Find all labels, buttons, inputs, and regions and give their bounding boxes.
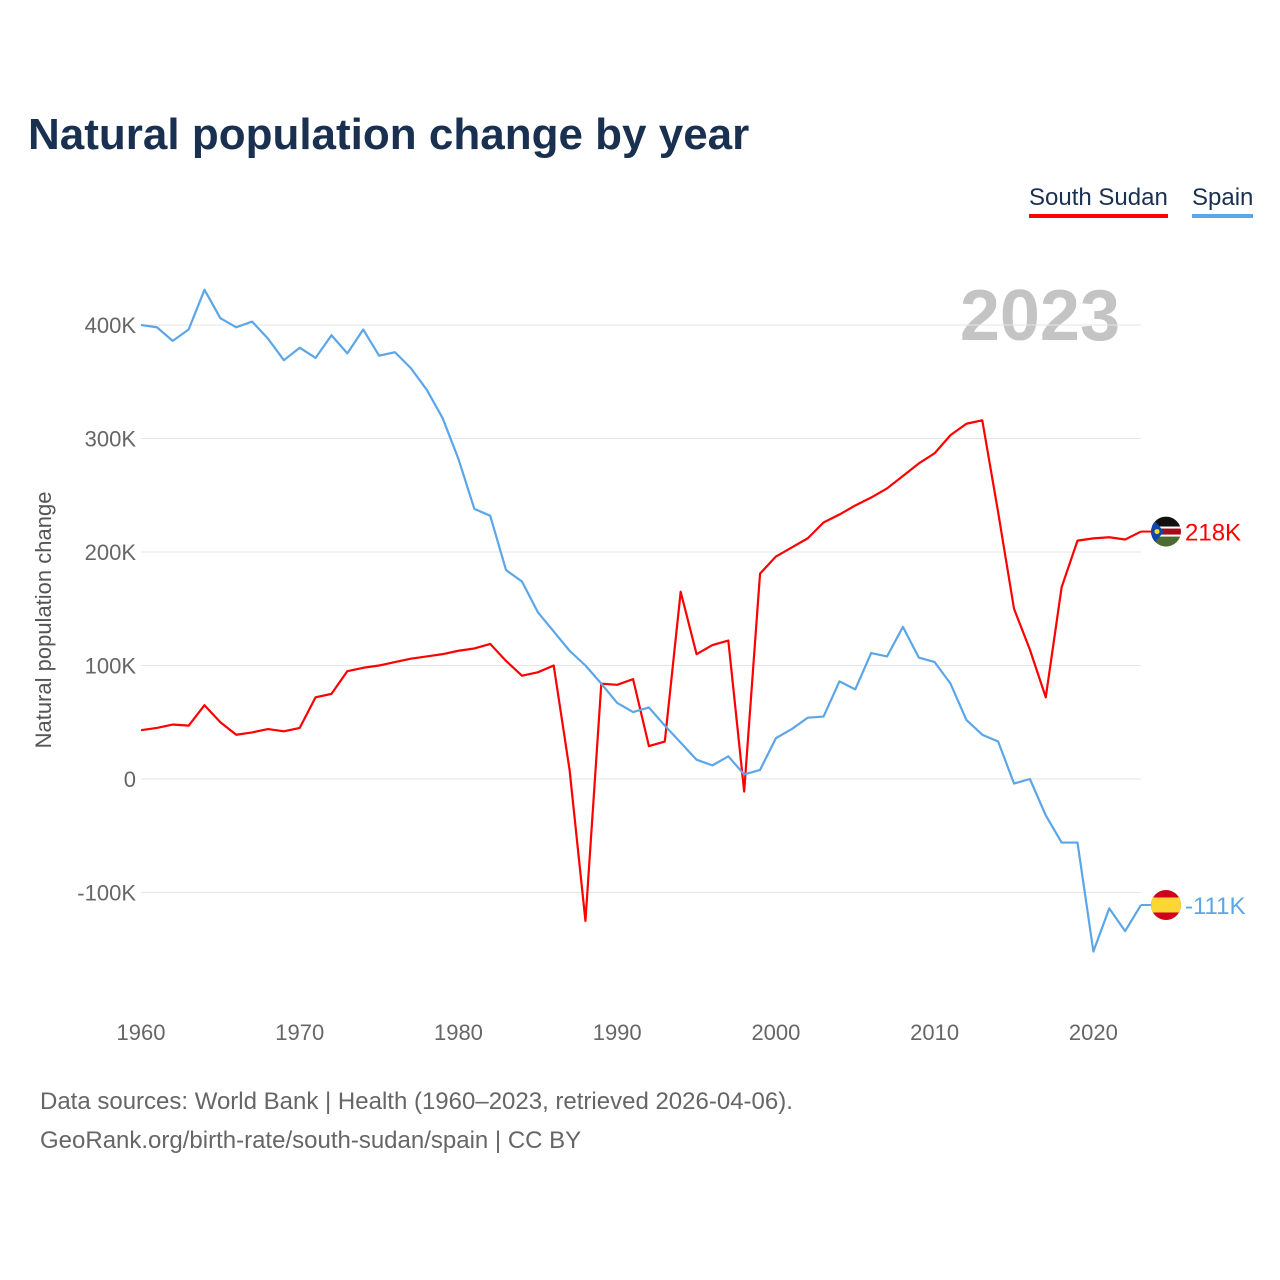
y-tick-label: 200K xyxy=(85,540,137,565)
end-value-label: -111K xyxy=(1185,893,1245,920)
flag-body xyxy=(1151,889,1181,920)
x-tick-label: 2000 xyxy=(751,1020,800,1045)
legend-spain[interactable]: Spain xyxy=(1192,184,1254,218)
south-sudan-flag-icon xyxy=(1151,516,1181,547)
flag-stripe xyxy=(1151,516,1181,527)
series-line-spain xyxy=(140,288,1142,953)
y-tick-label: 100K xyxy=(85,654,137,679)
source-url[interactable]: GeoRank.org/birth-rate/south-sudan/spain… xyxy=(40,1127,582,1154)
y-tick-label: 0 xyxy=(124,767,136,792)
end-value-label: 218K xyxy=(1185,520,1241,547)
flag-stripe xyxy=(1151,528,1181,535)
legend-south-sudan[interactable]: South Sudan xyxy=(1029,184,1168,218)
x-tick-label: 1970 xyxy=(275,1020,324,1045)
flag-star xyxy=(1154,529,1160,535)
y-tick-label: 300K xyxy=(85,427,137,452)
year-watermark: 2023 xyxy=(960,276,1120,356)
series-line-south-sudan xyxy=(140,419,1142,922)
y-axis-label: Natural population change xyxy=(31,492,56,749)
x-tick-label: 1990 xyxy=(593,1020,642,1045)
flag-stripe xyxy=(1151,536,1181,547)
spain-flag-icon xyxy=(1151,889,1181,920)
x-tick-label: 1980 xyxy=(434,1020,483,1045)
x-tick-label: 2010 xyxy=(910,1020,959,1045)
x-tick-label: 2020 xyxy=(1069,1020,1118,1045)
flag-stripe xyxy=(1151,897,1181,913)
y-tick-label: 400K xyxy=(85,313,137,338)
source-line: Data sources: World Bank | Health (1960–… xyxy=(40,1088,793,1115)
x-tick-label: 1960 xyxy=(117,1020,166,1045)
flag-body xyxy=(1151,516,1181,547)
y-tick-label: -100K xyxy=(77,881,136,906)
chart-title: Natural population change by year xyxy=(28,110,750,159)
